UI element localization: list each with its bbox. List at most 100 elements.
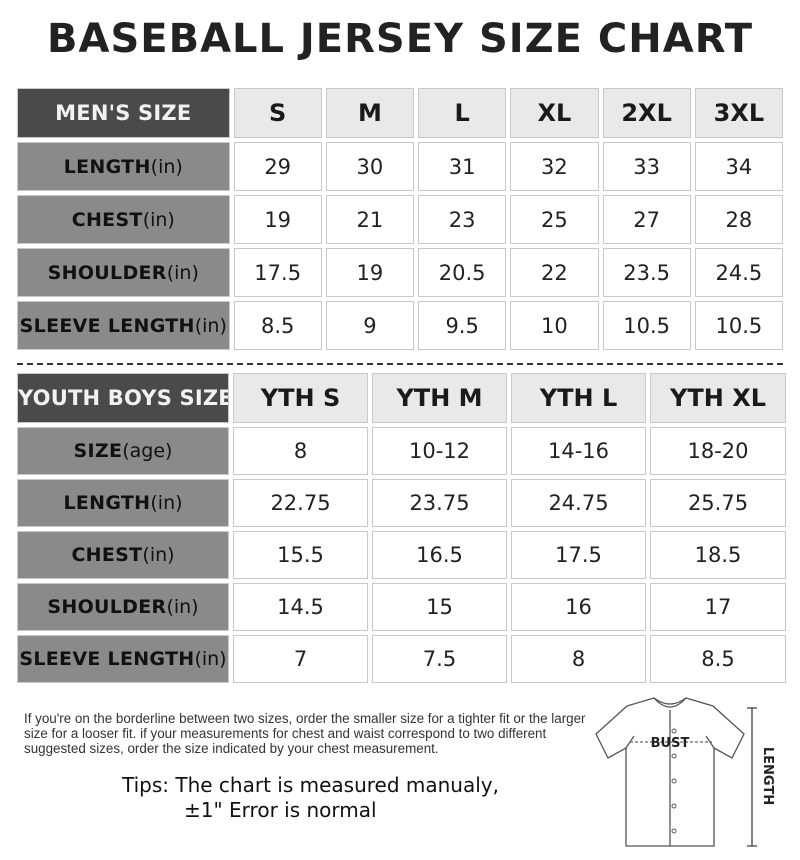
row-label-name: SLEEVE LENGTH [19, 648, 195, 670]
youth-size-header: YTH L [511, 373, 646, 423]
size-value-cell: 34 [694, 142, 783, 191]
row-label-name: SIZE [73, 440, 123, 462]
size-value-cell: 8.5 [233, 301, 322, 350]
row-label-name: SLEEVE LENGTH [19, 314, 195, 337]
length-label: LENGTH [760, 747, 775, 805]
size-value-cell: 29 [233, 142, 322, 191]
row-label-name: LENGTH [63, 155, 151, 178]
size-value-cell: 9.5 [418, 301, 507, 350]
row-label-unit: (age) [122, 440, 173, 462]
row-label-name: CHEST [71, 208, 143, 231]
men-size-corner: MEN'S SIZE [17, 88, 230, 138]
row-label: SIZE(age) [17, 427, 229, 475]
size-value-cell: 9 [325, 301, 415, 350]
size-value-cell: 32 [510, 142, 599, 191]
size-value-cell: 21 [325, 195, 415, 244]
men-size-table: MEN'S SIZE S M L XL 2XL 3XL LENGTH(in) 29… [13, 84, 787, 354]
row-label-name: LENGTH [63, 492, 151, 514]
size-value-cell: 20.5 [418, 248, 507, 297]
youth-size-corner: YOUTH BOYS SIZE [17, 373, 229, 423]
size-value-cell: 23.5 [602, 248, 691, 297]
size-value-cell: 27 [602, 195, 691, 244]
size-value-cell: 25 [510, 195, 599, 244]
youth-size-header: YTH S [233, 373, 368, 423]
tips-line-1: Tips: The chart is measured manualy, [122, 773, 499, 797]
size-value-cell: 8.5 [650, 635, 786, 683]
tips-text: Tips: The chart is measured manualy, ±1"… [122, 773, 582, 823]
row-label: LENGTH(in) [17, 479, 229, 527]
size-value-cell: 17.5 [233, 248, 322, 297]
size-value-cell: 16 [511, 583, 646, 631]
row-label-unit: (in) [194, 314, 227, 337]
men-size-header: XL [510, 88, 599, 138]
size-value-cell: 8 [511, 635, 646, 683]
men-header-row: MEN'S SIZE S M L XL 2XL 3XL [17, 88, 783, 138]
jersey-outline-icon [595, 697, 745, 847]
men-size-header: 3XL [694, 88, 783, 138]
row-label-unit: (in) [142, 544, 175, 566]
youth-data-row: CHEST(in) 15.5 16.5 17.5 18.5 [17, 531, 786, 579]
size-value-cell: 24.5 [694, 248, 783, 297]
row-label: SHOULDER(in) [17, 583, 229, 631]
row-label: SLEEVE LENGTH(in) [17, 301, 230, 350]
size-value-cell: 7.5 [372, 635, 507, 683]
size-value-cell: 7 [233, 635, 368, 683]
size-value-cell: 10-12 [372, 427, 507, 475]
men-size-header: M [325, 88, 415, 138]
size-value-cell: 30 [325, 142, 415, 191]
size-value-cell: 14.5 [233, 583, 368, 631]
youth-data-row: SIZE(age) 8 10-12 14-16 18-20 [17, 427, 786, 475]
size-value-cell: 25.75 [650, 479, 786, 527]
row-label: CHEST(in) [17, 195, 230, 244]
youth-size-table: YOUTH BOYS SIZE YTH S YTH M YTH L YTH XL… [13, 369, 790, 687]
jersey-diagram: BUST LENGTH [595, 697, 775, 847]
row-label-unit: (in) [166, 261, 199, 284]
youth-data-row: SLEEVE LENGTH(in) 7 7.5 8 8.5 [17, 635, 786, 683]
size-value-cell: 8 [233, 427, 368, 475]
page-title: BASEBALL JERSEY SIZE CHART [47, 16, 753, 62]
size-value-cell: 17 [650, 583, 786, 631]
men-size-header: S [233, 88, 322, 138]
row-label: SHOULDER(in) [17, 248, 230, 297]
section-divider [17, 363, 783, 365]
size-value-cell: 24.75 [511, 479, 646, 527]
size-value-cell: 19 [325, 248, 415, 297]
size-value-cell: 28 [694, 195, 783, 244]
youth-data-row: LENGTH(in) 22.75 23.75 24.75 25.75 [17, 479, 786, 527]
row-label-name: SHOULDER [47, 596, 167, 618]
row-label-unit: (in) [142, 208, 175, 231]
row-label-unit: (in) [166, 596, 199, 618]
men-size-header: 2XL [602, 88, 691, 138]
row-label: SLEEVE LENGTH(in) [17, 635, 229, 683]
size-value-cell: 23.75 [372, 479, 507, 527]
size-value-cell: 14-16 [511, 427, 646, 475]
size-value-cell: 10 [510, 301, 599, 350]
row-label-unit: (in) [150, 155, 183, 178]
row-label-unit: (in) [150, 492, 183, 514]
size-value-cell: 19 [233, 195, 322, 244]
size-value-cell: 17.5 [511, 531, 646, 579]
size-value-cell: 23 [418, 195, 507, 244]
row-label-name: CHEST [71, 544, 143, 566]
size-value-cell: 22.75 [233, 479, 368, 527]
row-label-unit: (in) [194, 648, 227, 670]
sizing-note: If you're on the borderline between two … [24, 711, 586, 756]
men-size-header: L [418, 88, 507, 138]
men-data-row: CHEST(in) 19 21 23 25 27 28 [17, 195, 783, 244]
men-data-row: SHOULDER(in) 17.5 19 20.5 22 23.5 24.5 [17, 248, 783, 297]
size-value-cell: 18-20 [650, 427, 786, 475]
row-label-name: SHOULDER [47, 261, 167, 284]
tips-line-2: ±1" Error is normal [184, 798, 377, 822]
size-value-cell: 15.5 [233, 531, 368, 579]
size-value-cell: 16.5 [372, 531, 507, 579]
button-icons [671, 728, 677, 834]
size-value-cell: 10.5 [602, 301, 691, 350]
youth-size-header: YTH M [372, 373, 507, 423]
size-value-cell: 22 [510, 248, 599, 297]
size-value-cell: 15 [372, 583, 507, 631]
men-data-row: SLEEVE LENGTH(in) 8.5 9 9.5 10 10.5 10.5 [17, 301, 783, 350]
youth-data-row: SHOULDER(in) 14.5 15 16 17 [17, 583, 786, 631]
size-value-cell: 33 [602, 142, 691, 191]
men-data-row: LENGTH(in) 29 30 31 32 33 34 [17, 142, 783, 191]
youth-size-header: YTH XL [650, 373, 786, 423]
